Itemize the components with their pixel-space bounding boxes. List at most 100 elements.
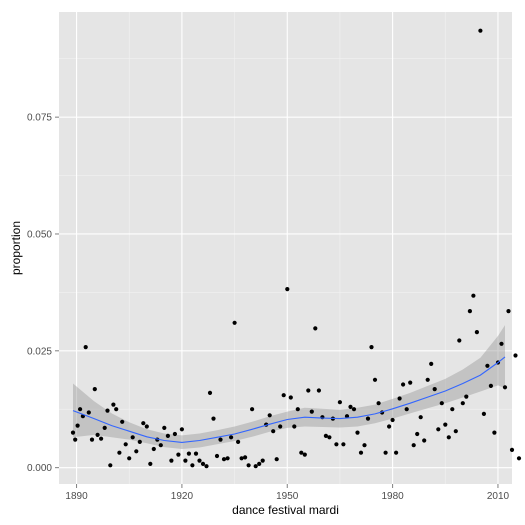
- data-point: [372, 377, 378, 382]
- axes: 1890 1920 1950 1980 2010 0.000 0.025 0.050 0.075: [27, 113, 510, 502]
- data-point: [207, 390, 213, 395]
- data-point: [148, 461, 153, 466]
- data-point: [130, 435, 135, 440]
- data-point: [176, 452, 181, 457]
- data-point: [351, 407, 357, 412]
- data-point: [169, 458, 174, 463]
- data-points: [70, 28, 522, 469]
- data-point: [499, 341, 504, 346]
- data-point: [123, 442, 128, 447]
- data-point: [481, 411, 486, 416]
- data-point: [362, 443, 367, 448]
- data-point: [457, 338, 462, 343]
- data-point: [401, 382, 406, 387]
- data-point: [316, 388, 321, 393]
- y-axis-title: proportion: [9, 221, 23, 275]
- x-tick-label: 1950: [276, 491, 299, 502]
- data-point: [197, 458, 202, 463]
- y-tick-label: 0.000: [27, 463, 52, 474]
- y-tick-label: 0.025: [27, 346, 52, 357]
- data-point: [225, 456, 230, 461]
- data-point: [432, 387, 437, 392]
- confidence-band: [73, 325, 505, 449]
- data-point: [516, 456, 522, 461]
- x-tick-label: 1980: [381, 491, 404, 502]
- data-point: [232, 320, 237, 325]
- data-point: [250, 407, 255, 412]
- data-point: [236, 439, 241, 444]
- data-point: [120, 419, 125, 424]
- data-point: [313, 326, 318, 331]
- data-point: [337, 400, 342, 405]
- data-point: [92, 387, 97, 392]
- data-point: [478, 28, 483, 33]
- data-point: [200, 461, 206, 466]
- data-point: [89, 437, 95, 442]
- data-point: [429, 361, 434, 366]
- data-point: [253, 464, 258, 469]
- data-point: [439, 401, 444, 406]
- data-point: [292, 424, 297, 429]
- data-point: [485, 363, 490, 368]
- data-point: [334, 442, 339, 447]
- data-point: [436, 427, 441, 432]
- data-point: [257, 461, 262, 466]
- data-point: [117, 450, 122, 455]
- data-point: [408, 380, 413, 385]
- data-point: [415, 431, 420, 437]
- x-tick-label: 1920: [171, 491, 194, 502]
- data-point: [513, 353, 518, 358]
- data-point: [204, 464, 209, 469]
- data-point: [75, 423, 80, 428]
- major-grid: [59, 12, 512, 484]
- y-tick-label: 0.050: [27, 229, 52, 240]
- x-tick-label: 2010: [487, 491, 510, 502]
- smooth-line: [72, 356, 506, 443]
- data-point: [86, 410, 91, 415]
- data-point: [397, 396, 402, 401]
- data-point: [418, 415, 423, 420]
- data-point: [183, 458, 188, 463]
- data-point: [306, 388, 311, 393]
- data-point: [151, 446, 156, 452]
- data-point: [127, 456, 132, 461]
- data-point: [506, 309, 511, 314]
- x-axis-title: dance festival mardi: [232, 503, 339, 517]
- minor-grid: [59, 12, 512, 484]
- data-point: [137, 439, 142, 444]
- data-point: [425, 377, 430, 382]
- data-point: [246, 463, 251, 468]
- data-point: [509, 447, 515, 452]
- data-point: [450, 407, 455, 412]
- data-point: [73, 437, 78, 442]
- plot-panel: [59, 12, 512, 484]
- data-point: [83, 345, 88, 350]
- data-point: [453, 429, 458, 434]
- data-point: [404, 407, 409, 412]
- data-point: [365, 416, 371, 421]
- data-point: [422, 438, 427, 443]
- data-point: [70, 430, 76, 435]
- data-point: [383, 450, 388, 455]
- data-point: [102, 425, 107, 430]
- data-point: [358, 450, 364, 455]
- data-point: [229, 435, 234, 440]
- data-point: [99, 436, 104, 441]
- data-point: [221, 457, 227, 462]
- data-point: [186, 451, 191, 456]
- data-point: [460, 401, 465, 406]
- data-point: [341, 442, 346, 447]
- data-point: [474, 330, 479, 335]
- data-point: [309, 409, 314, 414]
- data-point: [355, 430, 360, 435]
- data-point: [144, 424, 149, 429]
- data-point: [327, 435, 332, 440]
- data-point: [446, 435, 451, 440]
- data-point: [502, 385, 508, 390]
- data-point: [95, 432, 100, 437]
- data-point: [243, 455, 248, 460]
- data-point: [471, 293, 476, 298]
- data-point: [348, 404, 353, 409]
- data-point: [492, 430, 497, 435]
